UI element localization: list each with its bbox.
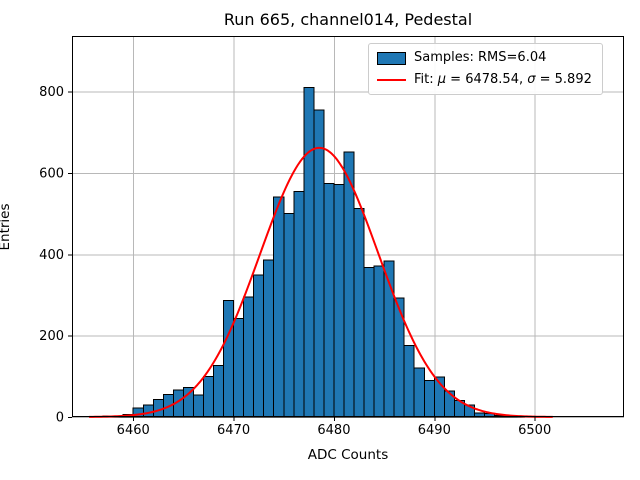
legend: Samples: RMS=6.04 Fit: μ = 6478.54, σ = 5…: [368, 43, 603, 95]
histogram-bar: [283, 213, 295, 418]
histogram-bar: [192, 394, 204, 418]
x-tick-label: 6480: [317, 423, 350, 438]
histogram-bar: [343, 151, 355, 418]
histogram-bar: [333, 183, 345, 418]
histogram-bar: [233, 318, 245, 418]
chart-title: Run 665, channel014, Pedestal: [223, 10, 473, 29]
histogram-bar: [263, 259, 275, 418]
y-axis-label: Entries: [0, 203, 13, 251]
histogram-bar: [243, 296, 255, 418]
y-tick-label: 600: [39, 167, 64, 182]
x-tick-label: 6490: [418, 423, 451, 438]
gaussian-fit-curve: [89, 146, 553, 418]
histogram-bar: [142, 404, 154, 418]
legend-patch-swatch: [377, 51, 406, 65]
legend-label: Fit: μ = 6478.54, σ = 5.892: [414, 72, 592, 87]
y-tick-label: 800: [39, 85, 64, 100]
histogram-bar: [363, 266, 375, 418]
legend-line-swatch: [377, 78, 406, 82]
x-tick-label: 6500: [518, 423, 551, 438]
x-tick-label: 6470: [217, 423, 250, 438]
histogram-bar: [223, 299, 235, 418]
histogram-bar: [202, 375, 215, 418]
histogram-bar: [313, 109, 325, 418]
y-tick-label: 400: [39, 248, 64, 263]
histogram-bar: [423, 379, 435, 418]
x-tick-label: 6460: [117, 423, 150, 438]
legend-item: Samples: RMS=6.04: [377, 50, 592, 66]
histogram-bar: [373, 265, 385, 418]
legend-label: Samples: RMS=6.04: [414, 50, 547, 65]
axes-frame: [72, 36, 624, 417]
histogram-bar: [213, 364, 225, 418]
histogram-bar: [253, 274, 265, 418]
y-tick-label: 200: [39, 329, 64, 344]
x-axis-label: ADC Counts: [307, 447, 389, 463]
histogram-bar: [403, 344, 415, 418]
y-tick-label: 0: [56, 411, 64, 426]
legend-item: Fit: μ = 6478.54, σ = 5.892: [377, 72, 592, 88]
histogram-bar: [293, 191, 305, 418]
histogram-bar: [303, 87, 315, 418]
histogram-bar: [323, 183, 335, 418]
histogram-bar: [353, 207, 365, 418]
histogram-bar: [273, 196, 285, 418]
histogram-bar: [413, 367, 425, 418]
